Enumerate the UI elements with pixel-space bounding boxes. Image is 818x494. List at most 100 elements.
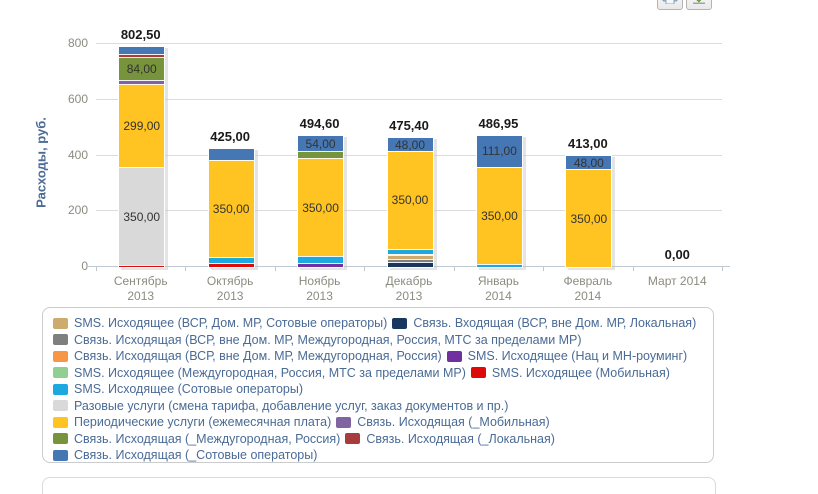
segment-value-label: 48,00 bbox=[394, 137, 426, 152]
category-line2: 2013 bbox=[216, 289, 244, 303]
legend-item[interactable]: Связь. Исходящая (ВСР, вне Дом. МР, Межд… bbox=[53, 348, 442, 365]
legend-swatch-tan bbox=[53, 317, 68, 329]
gridline-800 bbox=[96, 43, 722, 44]
bar-5[interactable]: 111,00 350,00 bbox=[475, 134, 523, 268]
bar-segment-outgoing_intercity_russia[interactable]: 84,00 bbox=[119, 56, 165, 81]
legend-label: Связь. Исходящая (ВСР, вне Дом. МР, Межд… bbox=[74, 349, 442, 363]
x-category-label: Декабрь 2013 bbox=[358, 274, 459, 304]
legend-item[interactable]: SMS. Исходящее (Мобильная) bbox=[470, 365, 670, 382]
legend-item[interactable]: Связь. Входящая (ВСР, вне Дом. МР, Локал… bbox=[392, 315, 696, 332]
legend-swatch-cyan bbox=[53, 383, 68, 395]
bar-2[interactable]: 350,00 bbox=[207, 147, 255, 268]
bottom-panel bbox=[42, 477, 716, 494]
legend-swatch-lightgray bbox=[53, 400, 68, 412]
segment-value-label: 54,00 bbox=[305, 136, 336, 151]
y-tick-label-400: 400 bbox=[67, 147, 88, 162]
legend-item[interactable]: SMS. Исходящее (Междугородная, Россия, М… bbox=[53, 365, 466, 382]
legend-swatch-steelblue bbox=[53, 449, 68, 461]
bar-segment-sms_outgoing_vsr_cellular[interactable] bbox=[387, 255, 433, 259]
bar-segment-incoming_vsr_local[interactable] bbox=[387, 262, 433, 267]
bar-segment-outgoing_mobile[interactable] bbox=[119, 80, 165, 84]
gridline-600 bbox=[96, 98, 722, 100]
bar-segment-one_time_services[interactable]: 350,00 bbox=[119, 167, 165, 265]
bar-segment-periodic_services[interactable]: 350,00 bbox=[476, 166, 522, 265]
x-category-label: Март 2014 bbox=[627, 274, 728, 289]
y-tick-label-800: 800 bbox=[67, 36, 88, 50]
legend-label: SMS. Исходящее (Мобильная) bbox=[491, 365, 670, 380]
legend-item[interactable]: Связь. Исходящая (ВСР, вне Дом. МР, Межд… bbox=[53, 332, 582, 349]
category-line1: Февраль bbox=[563, 274, 613, 288]
legend-item[interactable]: Связь. Исходящая (_Сотовые операторы) bbox=[53, 447, 318, 462]
legend-label: Связь. Исходящая (ВСР, вне Дом. МР, Межд… bbox=[74, 332, 582, 347]
bar-total-label: 413,00 bbox=[567, 136, 608, 152]
category-line1: Октябрь bbox=[206, 274, 254, 288]
bar-segment-sms_outgoing_cellular[interactable] bbox=[476, 264, 522, 267]
bar-segment-outgoing_cellular[interactable]: 111,00 bbox=[476, 135, 522, 167]
bar-segment-sms_outgoing_mobile[interactable] bbox=[119, 264, 165, 267]
print-button[interactable] bbox=[657, 0, 683, 10]
segment-value-label: 299,00 bbox=[123, 119, 161, 134]
bar-segment-outgoing_vsr_intercity_russia[interactable] bbox=[387, 253, 433, 256]
legend-item[interactable]: Связь. Исходящая (_Междугородная, Россия… bbox=[53, 431, 340, 448]
export-button[interactable] bbox=[686, 0, 712, 10]
legend-item[interactable]: SMS. Исходящее (Нац и МН-роуминг) bbox=[446, 348, 687, 365]
segment-value-label: 350,00 bbox=[212, 201, 250, 216]
legend-item[interactable]: SMS. Исходящее (ВСР, Дом. МР, Сотовые оп… bbox=[53, 315, 387, 332]
x-axis-tick bbox=[96, 267, 97, 271]
legend-swatch-navy bbox=[392, 317, 408, 329]
legend-item[interactable]: SMS. Исходящее (Сотовые операторы) bbox=[53, 381, 303, 398]
bar-total-label: 802,50 bbox=[120, 27, 161, 43]
category-line1: Январь bbox=[477, 274, 519, 288]
segment-value-label: 350,00 bbox=[570, 211, 608, 226]
legend-swatch-olive bbox=[53, 433, 68, 445]
legend-swatch-orange bbox=[53, 350, 68, 362]
bar-segment-periodic_services[interactable]: 350,00 bbox=[298, 158, 344, 256]
bar-segment-periodic_services[interactable]: 350,00 bbox=[566, 169, 612, 267]
bar-segment-outgoing_local[interactable] bbox=[119, 54, 165, 57]
category-line2: 2013 bbox=[127, 289, 155, 303]
legend-label: Связь. Исходящая (_Локальная) bbox=[366, 431, 555, 446]
bar-segment-outgoing_cellular[interactable]: 54,00 bbox=[298, 135, 344, 152]
bar-3[interactable]: 54,00 350,00 bbox=[297, 134, 345, 268]
x-axis-tick bbox=[543, 267, 545, 271]
segment-value-label: 84,00 bbox=[126, 62, 157, 77]
bar-segment-sms_outgoing_mobile[interactable] bbox=[208, 263, 254, 267]
bar-segment-sms_outgoing_cellular[interactable] bbox=[298, 255, 344, 263]
category-line1: Сентябрь bbox=[113, 274, 168, 288]
x-category-label: Ноябрь 2013 bbox=[269, 274, 370, 304]
bar-4[interactable]: 48,00 350,00 bbox=[386, 136, 434, 268]
bar-segment-sms_outgoing_cellular[interactable] bbox=[387, 248, 433, 254]
legend-box: SMS. Исходящее (ВСР, Дом. МР, Сотовые оп… bbox=[42, 307, 714, 463]
download-icon bbox=[692, 0, 706, 7]
bar-6[interactable]: 48,00 350,00 bbox=[565, 155, 613, 268]
legend-swatch-gray bbox=[53, 334, 68, 346]
bar-segment-periodic_services[interactable]: 350,00 bbox=[387, 151, 433, 249]
bar-segment-outgoing_vsr_intercity_russia_mts[interactable] bbox=[387, 258, 433, 263]
y-tick-label-200: 200 bbox=[67, 203, 88, 218]
bar-segment-outgoing_cellular[interactable] bbox=[208, 148, 254, 160]
category-line2: 2014 bbox=[485, 289, 512, 303]
x-axis-tick bbox=[274, 267, 276, 271]
legend-item[interactable]: Разовые услуги (смена тарифа, добавление… bbox=[53, 398, 508, 415]
bar-segment-periodic_services[interactable]: 350,00 bbox=[208, 159, 254, 258]
bar-segment-periodic_services[interactable]: 299,00 bbox=[119, 83, 165, 168]
bar-segment-outgoing_intercity_russia[interactable] bbox=[298, 151, 344, 159]
segment-value-label: 350,00 bbox=[391, 193, 429, 208]
legend-label: Периодические услуги (ежемесячная плата) bbox=[74, 415, 332, 429]
segment-value-label: 350,00 bbox=[302, 200, 339, 215]
legend-item[interactable]: Связь. Исходящая (_Локальная) bbox=[345, 431, 555, 448]
bar-segment-outgoing_cellular[interactable]: 48,00 bbox=[387, 137, 433, 152]
bar-segment-sms_outgoing_roaming[interactable] bbox=[298, 262, 344, 267]
legend-label: SMS. Исходящее (Сотовые операторы) bbox=[74, 382, 304, 396]
x-axis-tick bbox=[185, 267, 187, 271]
bar-segment-outgoing_cellular[interactable] bbox=[119, 47, 165, 55]
bar-segment-sms_outgoing_cellular[interactable] bbox=[208, 257, 254, 264]
legend-item[interactable]: Связь. Исходящая (_Мобильная) bbox=[336, 414, 550, 431]
bar-1[interactable]: 84,00 299,00 350,00 bbox=[118, 46, 166, 268]
bar-segment-outgoing_cellular[interactable]: 48,00 bbox=[566, 156, 612, 170]
legend-label: Связь. Исходящая (_Сотовые операторы) bbox=[74, 448, 318, 462]
y-tick-label-0: 0 bbox=[81, 259, 88, 273]
legend-item[interactable]: Периодические услуги (ежемесячная плата) bbox=[53, 414, 331, 431]
category-line1: Март 2014 bbox=[647, 274, 707, 288]
legend-label: Связь. Исходящая (_Междугородная, Россия… bbox=[74, 431, 341, 446]
